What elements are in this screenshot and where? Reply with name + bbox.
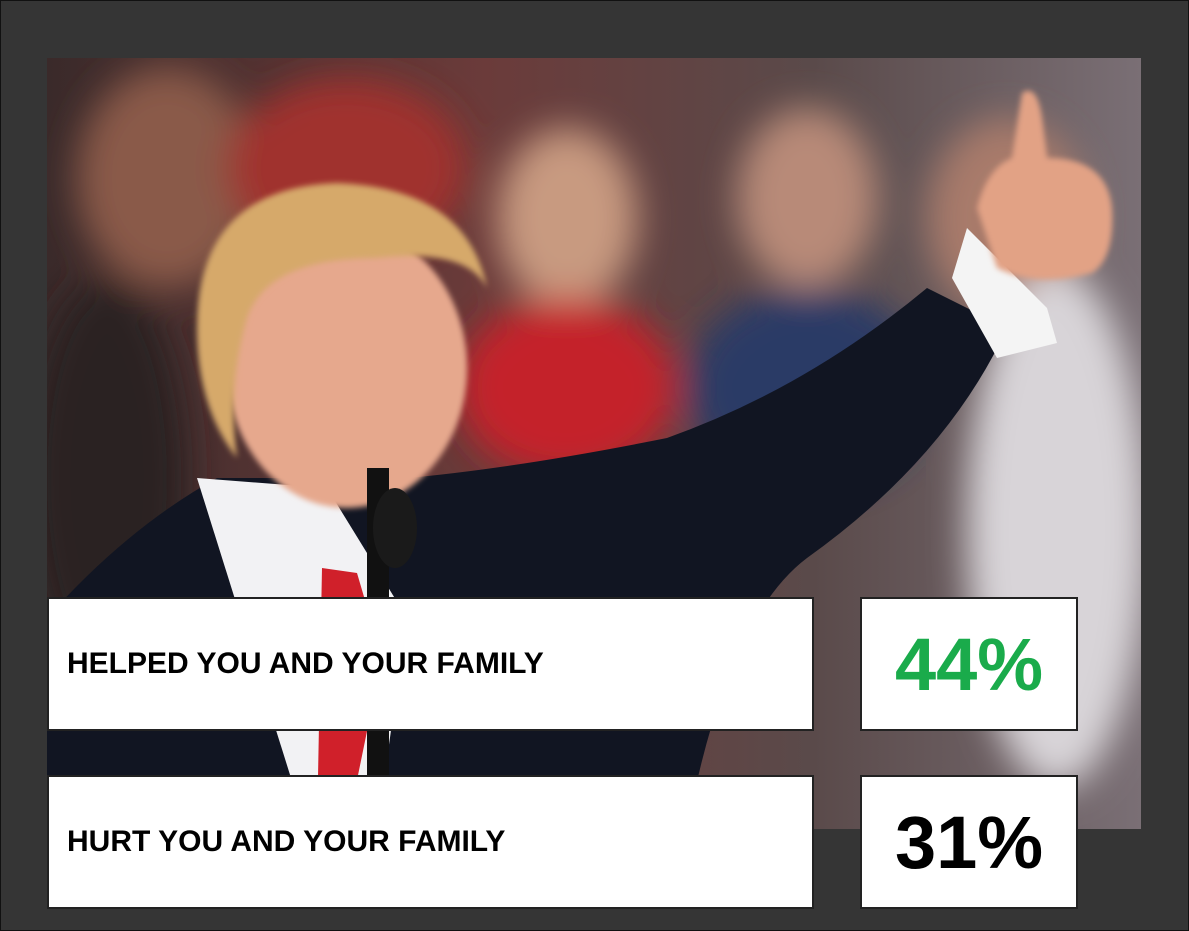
row-label: HELPED YOU AND YOUR FAMILY [47, 597, 814, 731]
row-percent: 31% [860, 775, 1078, 909]
row-percent: 44% [860, 597, 1078, 731]
row-label: HURT YOU AND YOUR FAMILY [47, 775, 814, 909]
poll-graphic: HELPED YOU AND YOUR FAMILY 44% HURT YOU AN… [0, 0, 1189, 931]
